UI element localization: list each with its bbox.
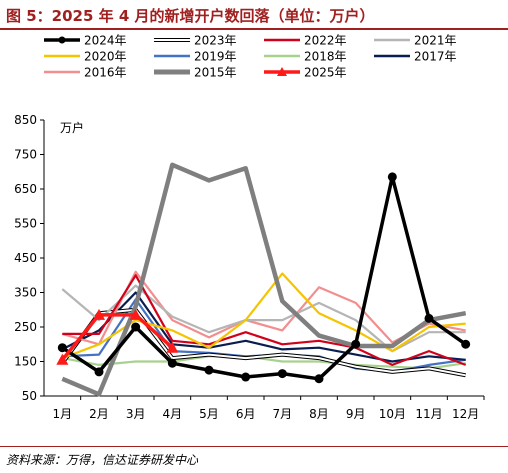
legend: 2024年 2023年 2022年 2021年 2020年 2019年 2018年 2017年… bbox=[44, 34, 457, 80]
legend-label-2023: 2023年 bbox=[194, 34, 237, 48]
series-line-2015 bbox=[61, 162, 467, 397]
series-line-2022 bbox=[62, 274, 467, 366]
legend-marker-2024 bbox=[58, 36, 66, 44]
line-chart: 2024年 2023年 2022年 2021年 2020年 2019年 2018年 2017年… bbox=[14, 34, 485, 421]
y-tick-label-450: 450 bbox=[14, 251, 37, 265]
series-lines bbox=[56, 162, 471, 397]
legend-label-2018: 2018年 bbox=[304, 50, 347, 64]
series-point-2025-3 bbox=[129, 308, 142, 320]
series-line-2024 bbox=[61, 175, 467, 381]
series-point-2025-4 bbox=[166, 341, 179, 353]
y-tick-label-50: 50 bbox=[22, 389, 37, 403]
chart-title: 图 5：2025 年 4 月的新增开户数回落（单位：万户） bbox=[6, 7, 375, 25]
series-point-2024-10 bbox=[387, 172, 397, 182]
legend-label-2021: 2021年 bbox=[414, 34, 457, 48]
series-point-2024-6 bbox=[241, 372, 251, 382]
x-tick-label-3: 3月 bbox=[126, 407, 146, 421]
series-point-2024-3 bbox=[131, 322, 141, 332]
series-point-2024-9 bbox=[351, 339, 361, 349]
y-tick-label-350: 350 bbox=[14, 286, 37, 300]
y-tick-label-550: 550 bbox=[14, 217, 37, 231]
legend-label-2024: 2024年 bbox=[84, 34, 127, 48]
y-tick-label-150: 150 bbox=[14, 355, 37, 369]
x-tick-label-11: 11月 bbox=[415, 407, 442, 421]
series-point-2024-8 bbox=[314, 374, 324, 384]
series-line-2018 bbox=[62, 355, 466, 370]
series-point-2024-1 bbox=[57, 343, 67, 353]
y-axis-unit-label: 万户 bbox=[60, 120, 84, 135]
legend-label-2019: 2019年 bbox=[194, 50, 237, 64]
x-tick-label-4: 4月 bbox=[163, 407, 183, 421]
series-point-2024-2 bbox=[94, 367, 104, 377]
title-divider bbox=[0, 28, 508, 30]
x-tick-label-9: 9月 bbox=[346, 407, 366, 421]
axes: 50 150 250 350 450 550 650 750 850 1月 2月 3月 4月 5月 6月 7月… bbox=[14, 113, 485, 421]
x-tick-label-7: 7月 bbox=[273, 407, 293, 421]
series-point-2025-2 bbox=[93, 308, 105, 320]
series-point-2024-4 bbox=[167, 358, 177, 368]
legend-label-2022: 2022年 bbox=[304, 34, 347, 48]
x-tick-label-12: 12月 bbox=[452, 407, 479, 421]
x-tick-label-1: 1月 bbox=[53, 407, 73, 421]
x-tick-label-2: 2月 bbox=[89, 407, 109, 421]
x-tick-label-5: 5月 bbox=[199, 407, 219, 421]
source-divider bbox=[0, 446, 508, 447]
x-tick-label-8: 8月 bbox=[309, 407, 329, 421]
y-tick-label-850: 850 bbox=[14, 113, 37, 127]
series-line-2017 bbox=[61, 291, 466, 363]
series-line-2025 bbox=[60, 313, 174, 361]
legend-marker-2025 bbox=[277, 67, 287, 76]
x-tick-label-6: 6月 bbox=[236, 407, 256, 421]
legend-label-2015: 2015年 bbox=[194, 66, 237, 80]
series-point-2024-5 bbox=[204, 365, 214, 375]
legend-label-2016: 2016年 bbox=[84, 66, 127, 80]
source-note: 资料来源：万得，信达证券研发中心 bbox=[6, 453, 199, 467]
y-tick-label-250: 250 bbox=[14, 320, 37, 334]
y-tick-label-650: 650 bbox=[14, 182, 37, 196]
series-point-2024-11 bbox=[424, 313, 434, 323]
series-point-2024-7 bbox=[277, 369, 287, 379]
y-tick-label-750: 750 bbox=[14, 148, 37, 162]
series-point-2024-12 bbox=[461, 339, 471, 349]
legend-label-2020: 2020年 bbox=[84, 50, 127, 64]
legend-label-2017: 2017年 bbox=[414, 50, 457, 64]
series-point-2025-1 bbox=[56, 353, 69, 365]
x-tick-label-10: 10月 bbox=[379, 407, 406, 421]
series-line-inner-2023 bbox=[61, 308, 466, 377]
legend-label-2025: 2025年 bbox=[304, 66, 347, 80]
